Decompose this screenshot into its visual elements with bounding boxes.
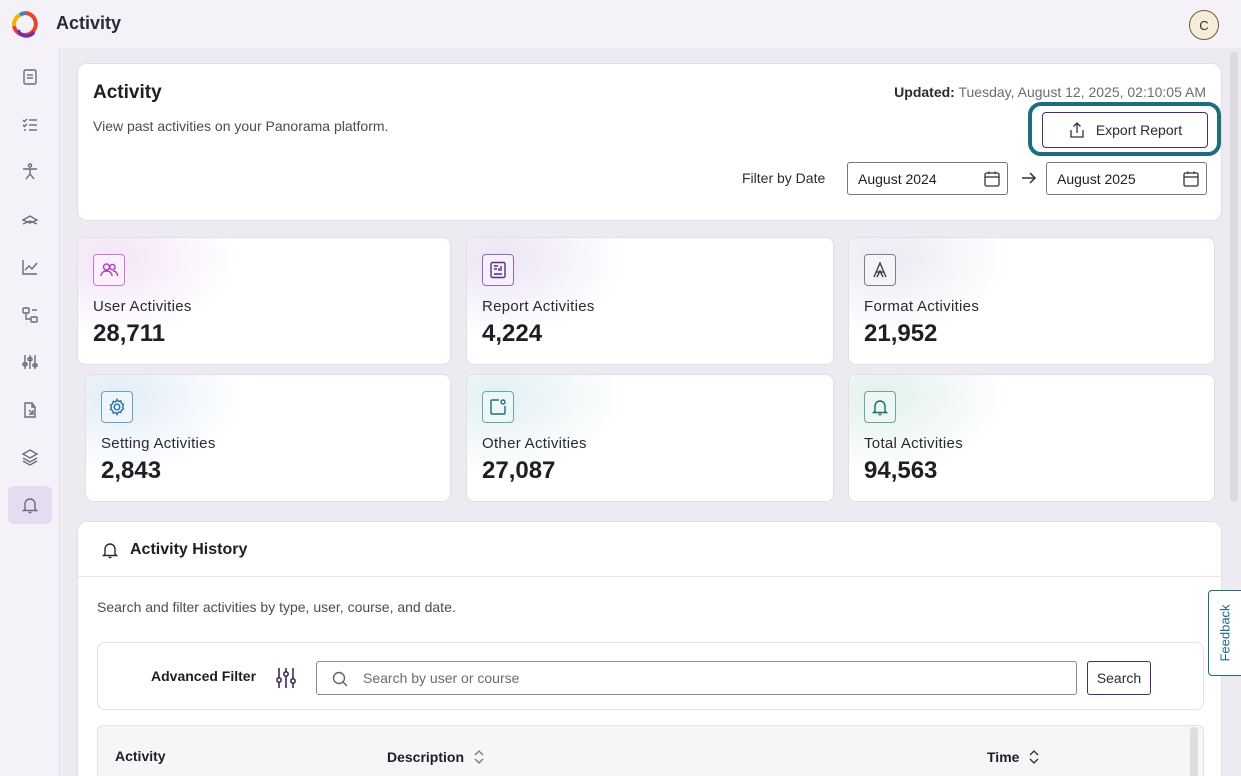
activity-table-header: Activity Description Time [97, 725, 1204, 776]
stat-card-report-activities[interactable]: Report Activities 4,224 [466, 237, 834, 365]
stat-card-format-activities[interactable]: Format Activities 21,952 [848, 237, 1215, 365]
bell-icon-box [864, 391, 896, 423]
export-focus-ring [1028, 102, 1221, 156]
updated-value: Tuesday, August 12, 2025, 02:10:05 AM [958, 84, 1206, 100]
avatar[interactable]: C [1189, 10, 1219, 40]
share-upload-icon [1070, 122, 1084, 138]
file-export-icon [24, 402, 36, 418]
filter-by-date-label: Filter by Date [742, 170, 826, 186]
column-header-activity[interactable]: Activity [115, 748, 166, 764]
bell-icon [101, 543, 119, 559]
stat-label: Format Activities [864, 298, 980, 315]
search-button[interactable]: Search [1087, 661, 1151, 695]
feedback-label: Feedback [1217, 604, 1233, 662]
feedback-tab[interactable]: Feedback [1208, 590, 1241, 676]
date-from-field[interactable]: August 2024 [847, 162, 1008, 195]
sidebar [0, 48, 60, 776]
column-header-time[interactable]: Time [987, 748, 1041, 766]
activity-header-card: Activity View past activities on your Pa… [77, 63, 1222, 221]
gear-icon-box [101, 391, 133, 423]
app-logo-icon[interactable] [10, 10, 40, 38]
users-icon [100, 263, 119, 277]
stat-label: Other Activities [482, 435, 587, 452]
column-label: Time [987, 749, 1020, 765]
users-icon-box [93, 254, 125, 286]
accessibility-icon [23, 163, 37, 180]
activity-history-title: Activity History [130, 541, 248, 558]
activity-history-description: Search and filter activities by type, us… [97, 599, 456, 615]
advanced-filter-label: Advanced Filter [151, 668, 257, 684]
page-subtitle: View past activities on your Panorama pl… [93, 118, 389, 134]
advanced-filter-bar: Advanced Filter Search [97, 642, 1204, 710]
stat-card-total-activities[interactable]: Total Activities 94,563 [848, 374, 1215, 502]
bell-icon [871, 400, 889, 416]
calendar-icon[interactable] [1182, 170, 1200, 188]
stat-card-other-activities[interactable]: Other Activities 27,087 [466, 374, 834, 502]
other-icon [490, 399, 506, 415]
checklist-icon [22, 118, 37, 131]
top-bar: Activity C [0, 0, 1241, 48]
activity-history-card: Activity History Search and filter activ… [77, 521, 1223, 776]
sidebar-item-layers[interactable] [8, 438, 52, 476]
learning-icon [21, 215, 39, 225]
bell-icon [21, 498, 39, 514]
stat-card-setting-activities[interactable]: Setting Activities 2,843 [85, 374, 451, 502]
date-to-value: August 2025 [1057, 170, 1136, 187]
export-report-label: Export Report [1095, 122, 1183, 138]
gear-icon [109, 398, 125, 416]
arrow-right-icon [1022, 172, 1037, 184]
stat-value: 28,711 [93, 320, 166, 347]
sliders-icon [22, 355, 38, 369]
page-title: Activity [93, 82, 162, 103]
table-scrollbar[interactable] [1190, 727, 1198, 776]
workflow-icon [22, 307, 38, 323]
stat-value: 2,843 [101, 457, 162, 484]
sidebar-item-learning[interactable] [8, 201, 52, 239]
updated-timestamp: Updated: Tuesday, August 12, 2025, 02:10… [894, 84, 1206, 100]
column-header-description[interactable]: Description [387, 748, 486, 766]
sidebar-item-analytics[interactable] [8, 248, 52, 286]
sidebar-item-activity[interactable] [8, 486, 52, 524]
sidebar-item-exports[interactable] [8, 391, 52, 429]
search-field[interactable] [316, 661, 1077, 695]
stat-value: 4,224 [482, 320, 543, 347]
format-icon-box [864, 254, 896, 286]
stat-label: User Activities [93, 298, 192, 315]
sidebar-item-documents[interactable] [8, 58, 52, 96]
stat-label: Report Activities [482, 298, 595, 315]
stat-card-user-activities[interactable]: User Activities 28,711 [77, 237, 451, 365]
analytics-icon [22, 260, 38, 275]
report-icon-box [482, 254, 514, 286]
stat-value: 94,563 [864, 457, 938, 484]
sidebar-item-workflow[interactable] [8, 296, 52, 334]
sort-icon[interactable] [1027, 748, 1041, 766]
app-title: Activity [56, 13, 122, 33]
search-icon [332, 671, 348, 687]
updated-label: Updated: [894, 84, 955, 100]
stat-value: 27,087 [482, 457, 556, 484]
sort-icon[interactable] [472, 748, 486, 766]
format-icon [873, 261, 887, 278]
document-icon [23, 69, 37, 85]
date-to-field[interactable]: August 2025 [1046, 162, 1207, 195]
stat-label: Setting Activities [101, 435, 216, 452]
search-input[interactable] [363, 662, 1063, 694]
column-label: Description [387, 749, 465, 765]
layers-icon [21, 449, 39, 466]
calendar-icon[interactable] [983, 170, 1001, 188]
other-icon-box [482, 391, 514, 423]
filter-sliders-icon[interactable] [273, 665, 299, 691]
stat-value: 21,952 [864, 320, 938, 347]
main-scrollbar[interactable] [1230, 52, 1238, 502]
column-label: Activity [115, 748, 166, 764]
sidebar-item-tasks[interactable] [8, 106, 52, 144]
sidebar-item-accessibility[interactable] [8, 153, 52, 191]
activity-history-header: Activity History [78, 522, 1223, 577]
stat-label: Total Activities [864, 435, 964, 452]
sidebar-item-settings[interactable] [8, 343, 52, 381]
export-report-button[interactable]: Export Report [1042, 112, 1208, 148]
report-icon [490, 261, 506, 279]
date-from-value: August 2024 [858, 170, 937, 187]
